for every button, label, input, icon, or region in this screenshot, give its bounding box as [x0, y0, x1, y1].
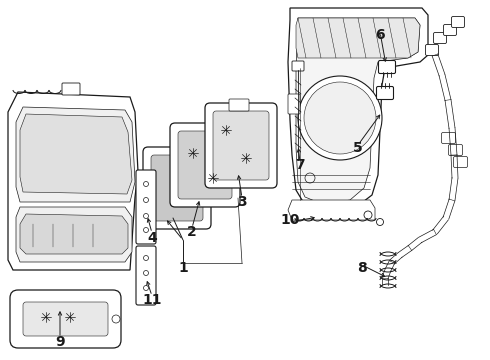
Polygon shape: [20, 114, 132, 194]
Text: 7: 7: [295, 158, 305, 172]
FancyBboxPatch shape: [229, 99, 249, 111]
FancyBboxPatch shape: [151, 155, 203, 221]
Polygon shape: [296, 18, 420, 58]
FancyBboxPatch shape: [441, 132, 456, 144]
Text: 4: 4: [147, 231, 157, 245]
Polygon shape: [16, 207, 132, 262]
FancyBboxPatch shape: [378, 60, 395, 73]
FancyBboxPatch shape: [425, 45, 439, 55]
Circle shape: [304, 82, 376, 154]
FancyBboxPatch shape: [205, 103, 277, 188]
Text: 6: 6: [375, 28, 385, 42]
Polygon shape: [288, 200, 375, 220]
FancyBboxPatch shape: [448, 144, 463, 156]
FancyBboxPatch shape: [10, 290, 121, 348]
Text: 3: 3: [237, 195, 247, 209]
FancyBboxPatch shape: [376, 86, 393, 99]
Polygon shape: [288, 8, 428, 212]
Text: 11: 11: [142, 293, 162, 307]
Text: 9: 9: [55, 335, 65, 349]
FancyBboxPatch shape: [451, 17, 465, 27]
FancyBboxPatch shape: [23, 302, 108, 336]
Text: 2: 2: [187, 225, 197, 239]
Polygon shape: [20, 214, 128, 254]
FancyBboxPatch shape: [136, 246, 156, 305]
FancyBboxPatch shape: [454, 157, 467, 167]
Circle shape: [112, 315, 120, 323]
Circle shape: [298, 76, 382, 160]
Text: 5: 5: [353, 141, 363, 155]
FancyBboxPatch shape: [292, 61, 304, 71]
Text: 10: 10: [280, 213, 300, 227]
FancyBboxPatch shape: [136, 170, 156, 244]
Text: 8: 8: [357, 261, 367, 275]
FancyBboxPatch shape: [143, 147, 211, 229]
Polygon shape: [16, 107, 135, 202]
FancyBboxPatch shape: [288, 94, 300, 114]
FancyBboxPatch shape: [434, 32, 446, 44]
FancyBboxPatch shape: [443, 24, 457, 36]
FancyBboxPatch shape: [178, 131, 232, 199]
Polygon shape: [296, 18, 420, 204]
Polygon shape: [8, 92, 138, 270]
FancyBboxPatch shape: [170, 123, 240, 207]
FancyBboxPatch shape: [213, 111, 269, 180]
Text: 1: 1: [178, 261, 188, 275]
FancyBboxPatch shape: [62, 83, 80, 95]
